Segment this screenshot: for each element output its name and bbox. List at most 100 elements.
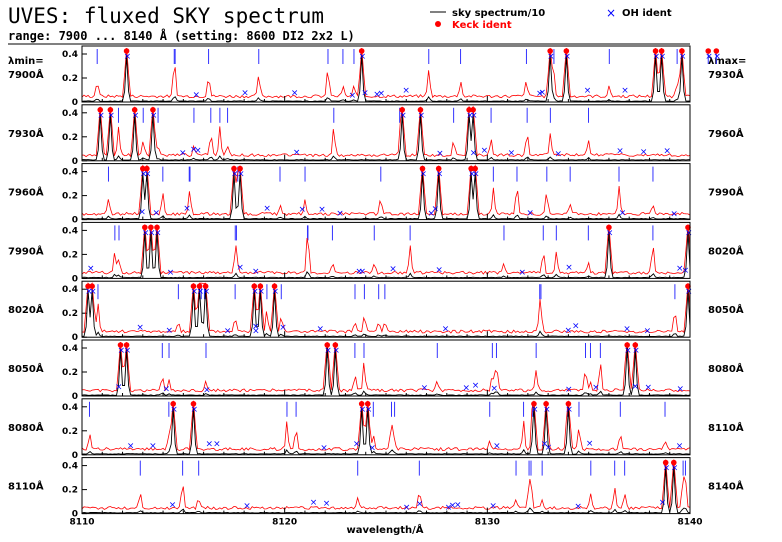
oh-ident-marker: × (417, 111, 425, 121)
sky-spectrum-scaled (81, 287, 691, 338)
oh-ident-marker: × (124, 346, 132, 356)
oh-ident-marker: × (677, 385, 685, 395)
oh-ident-marker: × (565, 263, 573, 273)
oh-ident-marker: × (97, 111, 105, 121)
legend: sky spectrum/10 × OH ident Keck ident (430, 6, 672, 31)
oh-ident-marker: × (472, 170, 480, 180)
y-tick-label: 0.4 (62, 168, 78, 178)
keck-ident-marker (705, 48, 712, 54)
keck-ident-marker (89, 283, 95, 290)
oh-ident-marker: × (670, 209, 678, 219)
oh-ident-marker: × (291, 88, 299, 98)
oh-ident-marker: × (162, 385, 170, 395)
keck-ident-marker (466, 107, 472, 113)
oh-ident-marker: × (213, 439, 221, 449)
oh-ident-marker: × (454, 500, 462, 510)
panel-frame (81, 104, 691, 162)
keck-ident-marker (435, 165, 442, 172)
oh-ident-marker: × (118, 346, 126, 356)
oh-ident-marker: × (144, 170, 152, 180)
oh-ident-marker: × (659, 498, 667, 508)
oh-ident-marker: × (402, 86, 410, 96)
oh-ident-marker: × (107, 111, 115, 121)
y-tick-label: 0.4 (62, 403, 78, 413)
panel-frame (81, 163, 691, 221)
oh-ident-marker: × (436, 149, 444, 159)
oh-ident-marker: × (541, 439, 549, 449)
keck-ident-marker (148, 224, 154, 231)
x-tick-label: 8140 (677, 518, 702, 528)
oh-ident-marker: × (203, 385, 211, 395)
oh-ident-marker: × (685, 228, 693, 238)
oh-ident-marker: × (323, 499, 331, 509)
oh-ident-marker: × (138, 208, 146, 218)
panel-max-label: 7960Å (708, 127, 744, 140)
oh-ident-marker: × (236, 263, 244, 273)
oh-ident-marker: × (518, 268, 526, 278)
y-tick-label: 0.4 (62, 226, 78, 236)
oh-ident-marker: × (481, 146, 489, 156)
oh-ident-marker: × (621, 86, 629, 96)
oh-ident-marker: × (659, 52, 667, 62)
oh-ident-marker: × (257, 287, 265, 297)
oh-ident-marker: × (361, 89, 369, 99)
oh-ident-marker: × (318, 205, 326, 215)
oh-ident-marker: × (592, 383, 600, 393)
oh-ident-marker: × (197, 287, 205, 297)
panel-min-label: 8050Å (8, 362, 44, 375)
oh-ident-marker: × (149, 442, 157, 452)
keck-ident-marker (190, 283, 197, 290)
keck-ident-marker (257, 283, 264, 290)
panel-max-label: 7990Å (708, 186, 744, 199)
keck-ident-marker (324, 342, 331, 348)
keck-ident-marker (652, 48, 659, 54)
oh-ident-marker: × (243, 501, 251, 511)
oh-ident-marker: × (470, 149, 478, 159)
keck-ident-marker (85, 283, 91, 290)
x-tick-label: 8110 (69, 518, 94, 528)
oh-ident-marker: × (572, 322, 580, 332)
panel-max-label: 8110Å (708, 421, 744, 434)
oh-ident-marker: × (427, 209, 435, 219)
keck-ident-marker (237, 165, 243, 172)
keck-ident-marker (632, 342, 639, 348)
panel-frame (81, 339, 691, 397)
panel-max-label: 8020Å (708, 244, 744, 257)
keck-ident-marker (196, 283, 203, 290)
oh-ident-marker: × (263, 204, 271, 214)
y-tick-label: 0.2 (62, 192, 78, 202)
panel-min-label: 8020Å (8, 303, 44, 316)
oh-ident-marker: × (531, 405, 539, 415)
keck-ident-marker (679, 48, 685, 54)
sky-spectrum-full (81, 224, 691, 275)
sky-spectrum-full (81, 164, 691, 217)
y-tick-label: 0 (72, 98, 78, 108)
oh-ident-marker: × (624, 346, 632, 356)
oh-ident-marker: × (679, 52, 687, 62)
y-tick-label: 0 (72, 216, 78, 226)
keck-ident-marker (419, 165, 426, 172)
oh-ident-marker: × (373, 90, 381, 100)
oh-ident-marker: × (183, 204, 191, 214)
oh-ident-marker: × (252, 267, 260, 277)
keck-ident-marker (107, 107, 114, 113)
keck-ident-marker (123, 342, 130, 348)
oh-ident-marker: × (419, 170, 427, 180)
keck-ident-marker (543, 401, 549, 407)
panel-frame (81, 221, 691, 279)
oh-ident-marker: × (153, 208, 161, 218)
oh-ident-marker: × (616, 146, 624, 156)
oh-ident-marker: × (166, 326, 174, 336)
y-tick-label: 0.2 (62, 427, 78, 437)
oh-ident-marker: × (421, 384, 429, 394)
keck-ident-marker (251, 283, 258, 290)
keck-ident-marker (606, 224, 612, 231)
oh-ident-marker: × (436, 170, 444, 180)
x-tick-label: 8120 (272, 518, 297, 528)
y-tick-label: 0 (72, 510, 78, 520)
y-tick-label: 0 (72, 274, 78, 284)
y-tick-label: 0.2 (62, 486, 78, 496)
